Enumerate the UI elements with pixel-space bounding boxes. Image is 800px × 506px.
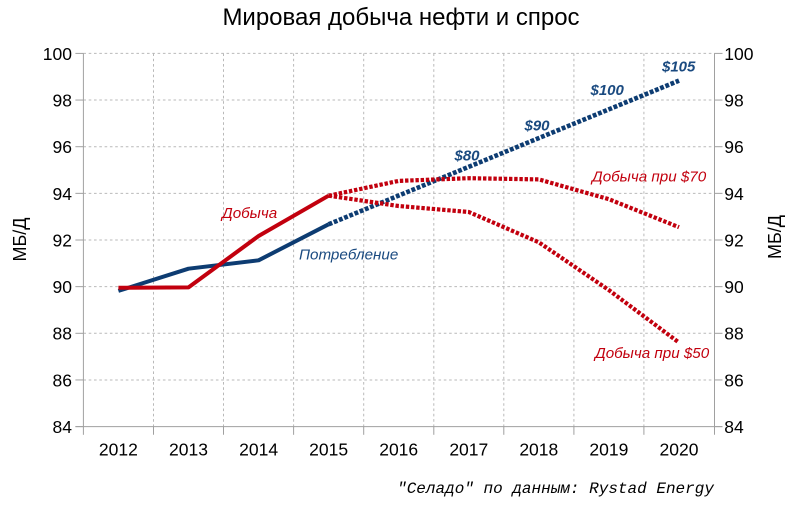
svg-text:84: 84 bbox=[724, 417, 744, 437]
svg-text:2016: 2016 bbox=[379, 439, 418, 459]
svg-text:Добыча: Добыча bbox=[220, 205, 277, 222]
svg-text:2020: 2020 bbox=[660, 439, 699, 459]
svg-text:92: 92 bbox=[53, 230, 72, 250]
svg-text:2019: 2019 bbox=[589, 439, 628, 459]
svg-text:88: 88 bbox=[724, 324, 743, 344]
svg-text:Мировая добыча нефти и спрос: Мировая добыча нефти и спрос bbox=[222, 4, 579, 31]
svg-text:2015: 2015 bbox=[309, 439, 348, 459]
svg-text:$100: $100 bbox=[590, 82, 625, 99]
svg-text:МБ/Д: МБ/Д bbox=[10, 218, 30, 262]
svg-text:"Селадо" по данным: Rystad Ene: "Селадо" по данным: Rystad Energy bbox=[397, 480, 714, 498]
svg-text:2017: 2017 bbox=[449, 439, 488, 459]
svg-text:$90: $90 bbox=[524, 117, 551, 134]
svg-text:$80: $80 bbox=[454, 147, 481, 164]
svg-text:Добыча при $70: Добыча при $70 bbox=[590, 169, 707, 186]
svg-text:МБ/Д: МБ/Д bbox=[765, 215, 785, 259]
svg-text:94: 94 bbox=[724, 184, 744, 204]
svg-text:96: 96 bbox=[724, 137, 743, 157]
svg-text:90: 90 bbox=[53, 277, 73, 297]
svg-text:88: 88 bbox=[53, 324, 72, 344]
svg-text:Добыча при $50: Добыча при $50 bbox=[593, 345, 710, 362]
svg-text:2012: 2012 bbox=[99, 439, 138, 459]
svg-text:84: 84 bbox=[53, 417, 73, 437]
svg-text:2018: 2018 bbox=[519, 439, 558, 459]
svg-text:86: 86 bbox=[53, 370, 72, 390]
svg-text:98: 98 bbox=[53, 90, 72, 110]
svg-text:94: 94 bbox=[53, 184, 73, 204]
svg-text:96: 96 bbox=[53, 137, 72, 157]
svg-text:90: 90 bbox=[724, 277, 744, 297]
svg-text:86: 86 bbox=[724, 370, 743, 390]
svg-text:$105: $105 bbox=[661, 58, 696, 75]
svg-text:2013: 2013 bbox=[169, 439, 208, 459]
svg-text:100: 100 bbox=[724, 44, 753, 64]
svg-text:92: 92 bbox=[724, 230, 743, 250]
svg-text:100: 100 bbox=[43, 44, 72, 64]
svg-text:Потребление: Потребление bbox=[299, 247, 398, 264]
svg-text:98: 98 bbox=[724, 90, 743, 110]
svg-text:2014: 2014 bbox=[239, 439, 278, 459]
